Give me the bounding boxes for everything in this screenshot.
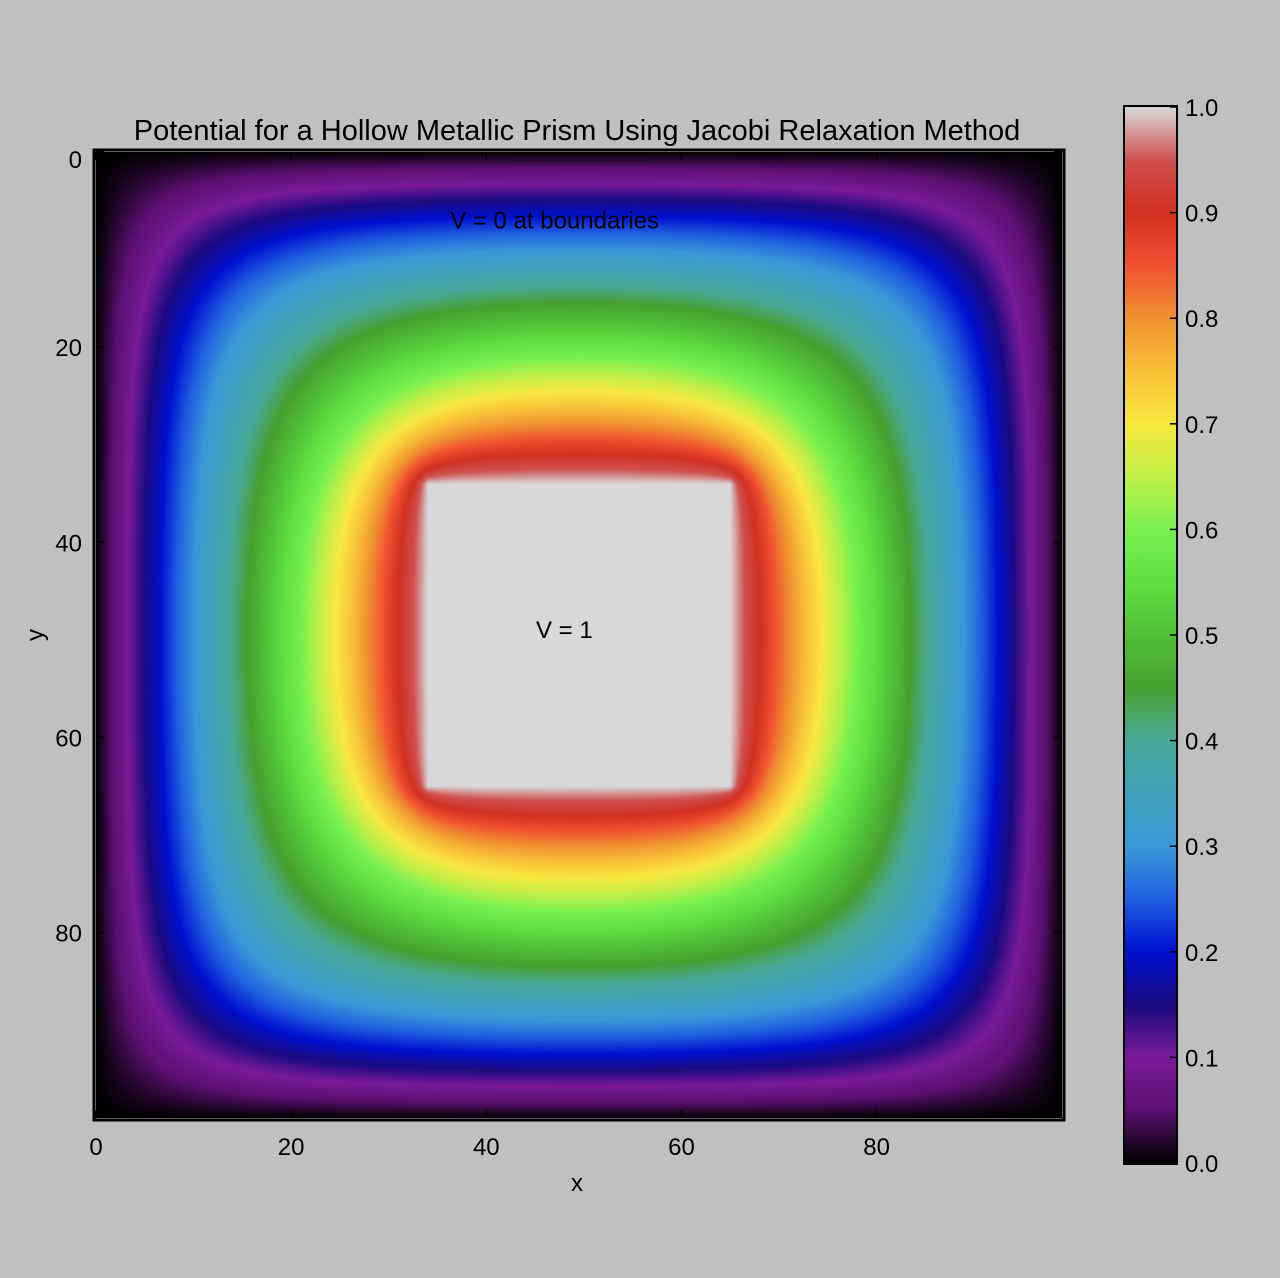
plot-frame [92,148,1066,1122]
colorbar-tick-label: 0.3 [1185,834,1218,861]
x-axis: 0 20 40 60 80 [89,152,890,1161]
heatmap-plot-area [92,148,1066,1122]
colorbar-tick-label: 1.0 [1185,95,1218,122]
annotation-boundaries: V = 0 at boundaries [450,207,659,234]
x-tick-label: 80 [863,1134,890,1161]
colorbar-tick-label: 0.5 [1185,623,1218,650]
chart-title: Potential for a Hollow Metallic Prism Us… [134,115,1021,147]
x-tick-label: 0 [89,1134,102,1161]
colorbar-tick-label: 0.7 [1185,412,1218,439]
x-axis-label: x [571,1170,583,1197]
colorbar-ticks: 0.0 0.1 0.2 0.3 0.4 0.5 0.6 0.7 0.8 0.9 1.0 [1170,95,1218,1178]
colorbar: 0.0 0.1 0.2 0.3 0.4 0.5 0.6 0.7 0.8 0.9 1.0 [1123,95,1218,1178]
x-tick-label: 20 [278,1134,305,1161]
colorbar-gradient [1125,107,1176,1163]
colorbar-tick-label: 0.2 [1185,940,1218,967]
annotation-inner-conductor: V = 1 [536,617,593,644]
heatmap-image [96,152,1062,1118]
y-axis-label: y [22,629,49,641]
y-tick-label: 40 [55,530,82,557]
x-tick-label: 40 [473,1134,500,1161]
colorbar-tick-label: 0.8 [1185,306,1218,333]
y-axis: 0 20 40 60 80 [55,147,1062,948]
colorbar-tick-label: 0.9 [1185,201,1218,228]
y-tick-label: 60 [55,725,82,752]
colorbar-tick-label: 0.0 [1185,1151,1218,1178]
y-tick-label: 80 [55,921,82,948]
colorbar-tick-label: 0.1 [1185,1045,1218,1072]
y-tick-label: 0 [69,147,82,174]
colorbar-tick-label: 0.4 [1185,729,1218,756]
y-tick-label: 20 [55,335,82,362]
colorbar-tick-label: 0.6 [1185,517,1218,544]
x-tick-label: 60 [668,1134,695,1161]
